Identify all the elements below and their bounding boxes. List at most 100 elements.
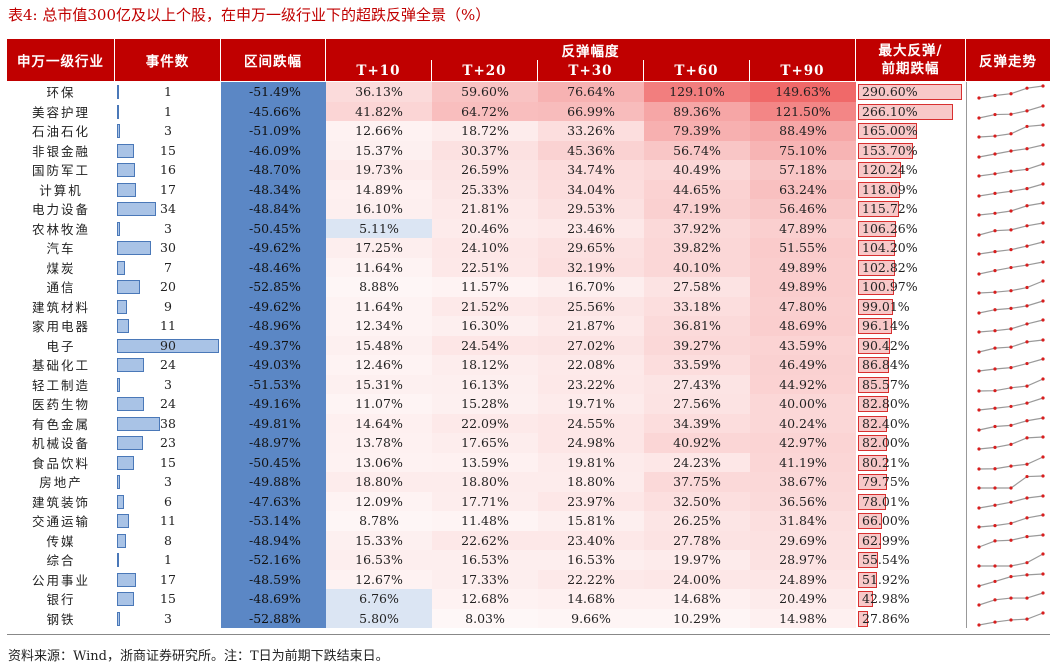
trend-point xyxy=(1009,385,1013,389)
table-row: 电力设备 34 -48.84% 16.10% 21.81% 29.53% 47.19% 56.… xyxy=(7,199,1050,219)
rebound-t10-cell: 15.31% xyxy=(326,374,432,394)
trend-point xyxy=(1025,167,1029,171)
max-rebound-cell: 79.75% xyxy=(856,472,966,492)
trend-point xyxy=(1009,92,1013,96)
table-row: 电子 90 -49.37% 15.48% 24.54% 27.02% 39.27% 43.59… xyxy=(7,335,1050,355)
drop-cell: -45.66% xyxy=(221,101,326,121)
trend-point xyxy=(993,406,997,410)
max-rebound-bar xyxy=(858,474,887,490)
count-cell: 3 xyxy=(115,472,221,492)
rebound-t60-cell: 40.92% xyxy=(644,433,750,453)
max-rebound-value: 85.57% xyxy=(862,376,910,392)
drop-cell: -46.09% xyxy=(221,140,326,160)
count-cell: 23 xyxy=(115,433,221,453)
trend-point xyxy=(1041,415,1045,420)
rebound-t60-cell: 36.81% xyxy=(644,316,750,336)
max-rebound-value: 153.70% xyxy=(862,142,918,158)
drop-cell: -49.03% xyxy=(221,355,326,375)
trend-point xyxy=(1025,572,1029,576)
trend-point xyxy=(1041,591,1045,595)
rebound-t20-cell: 11.48% xyxy=(432,511,538,531)
max-rebound-cell: 80.21% xyxy=(856,453,966,473)
count-bar xyxy=(117,358,145,372)
count-bar xyxy=(117,553,119,567)
count-cell: 3 xyxy=(115,609,221,629)
trend-point xyxy=(1041,337,1045,342)
count-cell: 1 xyxy=(115,82,221,102)
trend-point xyxy=(1041,84,1045,88)
industry-name: 电子 xyxy=(46,338,76,354)
rebound-t10-cell: 36.13% xyxy=(326,82,432,102)
rebound-t60-cell: 39.82% xyxy=(644,238,750,258)
rebound-t60-cell: 39.27% xyxy=(644,335,750,355)
trend-point xyxy=(977,96,981,100)
trend-point xyxy=(1009,596,1013,600)
trend-sparkline xyxy=(977,318,1045,334)
count-cell: 20 xyxy=(115,277,221,297)
count-bar xyxy=(117,592,134,606)
drop-cell: -48.46% xyxy=(221,257,326,277)
drop-cell: -49.88% xyxy=(221,472,326,492)
header-rebound-group: 反弹幅度 xyxy=(326,39,856,60)
trend-point xyxy=(1025,204,1029,208)
max-rebound-cell: 62.99% xyxy=(856,531,966,551)
trend-point xyxy=(977,408,981,412)
max-rebound-bar xyxy=(858,571,877,588)
trend-point xyxy=(1009,148,1013,153)
count-cell: 7 xyxy=(115,258,221,278)
trend-point xyxy=(993,598,997,602)
rebound-t10-cell: 13.06% xyxy=(326,452,432,472)
rebound-t60-cell: 40.49% xyxy=(644,160,750,180)
max-rebound-bar xyxy=(858,591,874,607)
rebound-t60-cell: 27.43% xyxy=(644,374,750,394)
trend-point xyxy=(1041,279,1045,283)
trend-sparkline xyxy=(977,84,1045,100)
count-bar xyxy=(117,494,124,509)
trend-point xyxy=(1041,181,1045,186)
rebound-t10-cell: 17.25% xyxy=(326,238,432,258)
drop-cell: -49.16% xyxy=(221,394,326,414)
max-rebound-bar xyxy=(858,123,918,139)
header-t30: T+30 xyxy=(538,60,644,81)
rebound-t90-cell: 49.89% xyxy=(750,277,856,297)
count-cell: 34 xyxy=(115,199,221,219)
table-row: 基础化工 24 -49.03% 12.46% 18.12% 22.08% 33.59% 46.… xyxy=(7,355,1050,375)
trend-point xyxy=(993,619,997,624)
rebound-t10-cell: 16.10% xyxy=(326,199,432,219)
rebound-t10-cell: 19.73% xyxy=(326,160,432,180)
count-value: 3 xyxy=(164,123,172,139)
trend-sparkline xyxy=(977,513,1045,529)
trend-line xyxy=(978,241,1044,255)
trend-point xyxy=(993,523,997,528)
trend-point xyxy=(1041,454,1045,459)
max-rebound-value: 90.42% xyxy=(862,337,910,353)
industry-name: 医药生物 xyxy=(31,397,90,413)
count-value: 17 xyxy=(160,181,176,197)
trend-point xyxy=(1009,500,1013,504)
count-value: 23 xyxy=(160,435,176,451)
trend-point xyxy=(993,134,997,138)
trend-point xyxy=(1009,344,1013,349)
table-row: 建筑材料 9 -49.62% 11.64% 21.52% 25.56% 33.18% 47.8… xyxy=(7,296,1050,316)
rebound-t60-cell: 33.59% xyxy=(644,355,750,375)
rebound-t10-cell: 12.66% xyxy=(326,121,432,141)
rebound-t90-cell: 46.49% xyxy=(750,355,856,375)
rebound-t20-cell: 16.53% xyxy=(432,550,538,570)
rebound-t20-cell: 22.09% xyxy=(432,413,538,433)
trend-point xyxy=(1025,418,1029,422)
industry-name: 通信 xyxy=(46,280,76,296)
trend-point xyxy=(977,174,981,178)
count-bar xyxy=(117,416,161,431)
table-row: 国防军工 16 -48.70% 19.73% 26.59% 34.74% 40.49% 57.… xyxy=(7,160,1050,180)
rebound-t30-cell: 15.81% xyxy=(538,511,644,531)
industry-name: 交通运输 xyxy=(31,514,90,530)
trend-point xyxy=(993,151,997,156)
trend-point xyxy=(977,622,981,627)
trend-point xyxy=(1041,103,1045,108)
rebound-t30-cell: 66.99% xyxy=(538,101,644,121)
trend-sparkline xyxy=(977,493,1045,510)
count-bar xyxy=(117,241,151,255)
trend-point xyxy=(1041,162,1045,166)
rebound-t20-cell: 15.28% xyxy=(432,394,538,414)
industry-name: 钢铁 xyxy=(46,611,76,627)
